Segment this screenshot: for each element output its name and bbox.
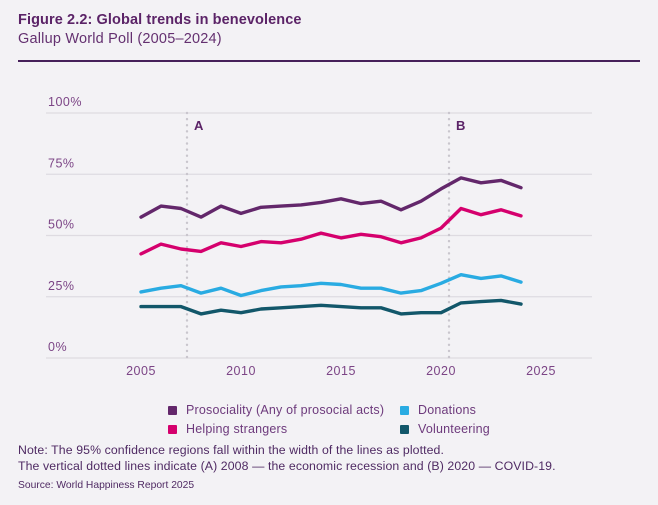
x-tick-label-2005: 2005 [126,364,156,378]
x-tick-label-2020: 2020 [426,364,456,378]
chart-legend: Prosociality (Any of prosocial acts) Don… [168,403,490,436]
legend-label-volunteering: Volunteering [418,422,490,436]
x-tick-label-2010: 2010 [226,364,256,378]
event-label-A: A [194,118,204,133]
event-label-B: B [456,118,465,133]
helping-strangers-swatch-icon [168,424,177,434]
legend-label-prosociality: Prosociality (Any of prosocial acts) [186,403,385,417]
series-line-helping-strangers [139,206,523,256]
legend-label-helping-strangers: Helping strangers [186,422,288,436]
y-tick-label-0: 0% [48,340,67,354]
series-line-prosociality-any-of-prosocial-acts [139,176,523,219]
title-divider [18,60,640,62]
x-tick-label-2015: 2015 [326,364,356,378]
legend-item-prosociality: Prosociality (Any of prosocial acts) [168,403,400,417]
prosociality-swatch-icon [168,405,177,415]
y-tick-label-50: 50% [48,218,75,232]
legend-label-donations: Donations [418,403,477,417]
legend-item-donations: Donations [400,403,490,417]
footnotes: Note: The 95% confidence regions fall wi… [18,443,556,491]
source-text: Source: World Happiness Report 2025 [18,480,195,492]
y-tick-label-100: 100% [48,95,82,109]
volunteering-swatch-icon [400,424,409,434]
note-line-1: Note: The 95% confidence regions fall wi… [18,443,445,457]
legend-item-helping-strangers: Helping strangers [168,422,400,436]
y-tick-label-25: 25% [48,279,75,293]
legend-item-volunteering: Volunteering [400,422,490,436]
note-line-2: The vertical dotted lines indicate (A) 2… [18,458,556,473]
y-tick-label-75: 75% [48,156,75,170]
x-tick-label-2025: 2025 [526,364,556,378]
donations-swatch-icon [400,405,409,415]
figure-subtitle: Gallup World Poll (2005–2024) [18,31,222,47]
series-line-donations [139,273,523,298]
series-line-volunteering [139,298,523,316]
figure-title: Figure 2.2: Global trends in benevolence [18,12,302,28]
